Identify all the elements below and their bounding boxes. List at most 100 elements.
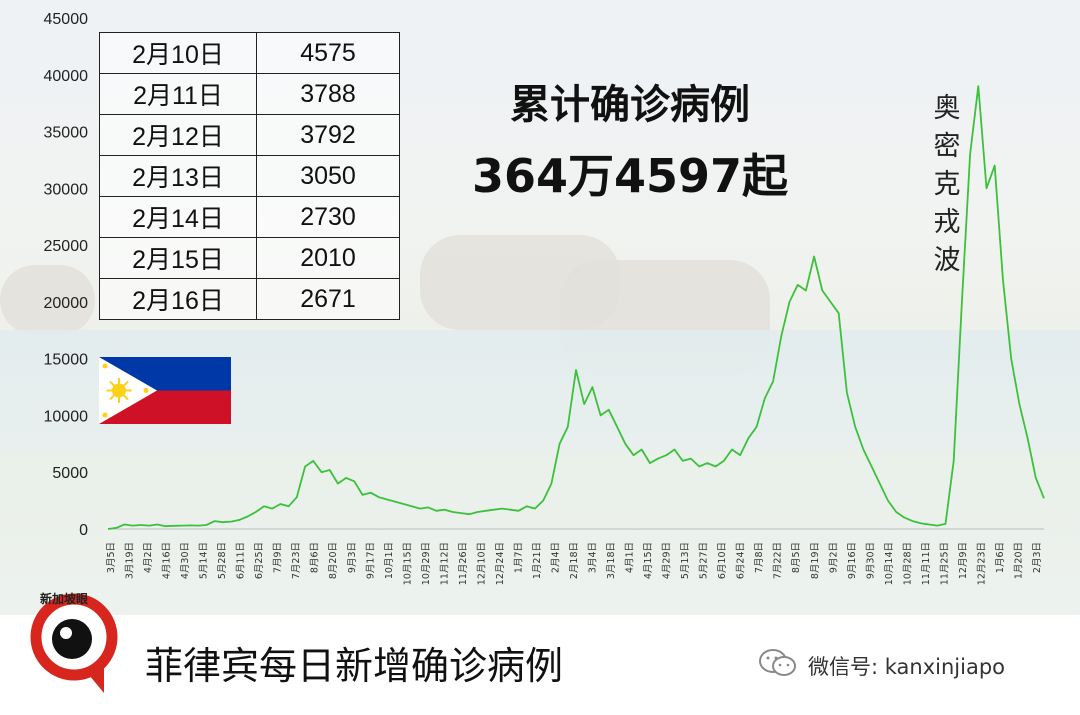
x-tick-label: 2月3日 — [1032, 542, 1043, 573]
table-date-cell: 2月11日 — [99, 73, 257, 115]
y-tick-label: 20000 — [44, 295, 89, 312]
x-tick-label: 11月25日 — [939, 542, 950, 585]
x-tick-label: 2月18日 — [569, 542, 580, 579]
table-value-cell: 4575 — [256, 32, 400, 74]
x-tick-label: 12月23日 — [976, 542, 987, 585]
x-tick-label: 12月10日 — [476, 542, 487, 585]
x-tick-label: 5月14日 — [199, 542, 210, 579]
x-tick-label: 4月16日 — [162, 542, 173, 579]
y-tick-label: 35000 — [44, 125, 89, 142]
philippines-flag-icon — [99, 357, 231, 424]
table-value-cell: 2730 — [256, 196, 400, 238]
line-chart: 0 5000 10000 15000 20000 25000 30000 35000 40000… — [44, 11, 1045, 585]
x-tick-label: 1月6日 — [995, 542, 1006, 573]
x-tick-label: 3月4日 — [588, 542, 599, 573]
y-tick-label: 15000 — [44, 352, 89, 369]
table-date-cell: 2月12日 — [99, 114, 257, 156]
x-tick-label: 10月15日 — [402, 542, 413, 585]
y-tick-label: 10000 — [44, 408, 89, 425]
x-tick-label: 11月12日 — [439, 542, 450, 585]
x-tick-label: 5月13日 — [680, 542, 691, 579]
table-date-cell: 2月15日 — [99, 237, 257, 279]
x-tick-label: 4月30日 — [180, 542, 191, 579]
x-tick-label: 4月15日 — [643, 542, 654, 579]
x-tick-label: 2月4日 — [550, 542, 561, 573]
table-row: 2月11日 3788 — [99, 73, 400, 115]
table-row: 2月14日 2730 — [99, 196, 400, 238]
table-row: 2月15日 2010 — [99, 237, 400, 279]
x-tick-label: 9月2日 — [828, 542, 839, 573]
table-row: 2月12日 3792 — [99, 114, 400, 156]
daily-cases-table: 2月10日 4575 2月11日 3788 2月12日 3792 2月13日 3050 2月14… — [99, 32, 400, 320]
table-date-cell: 2月16日 — [99, 278, 257, 320]
x-tick-label: 8月20日 — [328, 542, 339, 579]
table-value-cell: 2671 — [256, 278, 400, 320]
x-tick-label: 10月28日 — [902, 542, 913, 585]
y-tick-label: 5000 — [52, 465, 88, 482]
table-date-cell: 2月10日 — [99, 32, 257, 74]
x-tick-label: 4月1日 — [625, 542, 636, 573]
y-axis: 0 5000 10000 15000 20000 25000 30000 35000 40000… — [44, 11, 89, 539]
x-tick-label: 1月20日 — [1013, 542, 1024, 579]
cumulative-label: 累计确诊病例 — [510, 82, 750, 128]
logo-icon — [30, 593, 118, 693]
x-tick-label: 11月11日 — [921, 542, 932, 585]
background-rock — [0, 265, 95, 335]
table-date-cell: 2月13日 — [99, 155, 257, 197]
table-row: 2月10日 4575 — [99, 32, 400, 74]
x-tick-label: 11月26日 — [458, 542, 469, 585]
x-tick-label: 1月21日 — [532, 542, 543, 579]
y-tick-label: 30000 — [44, 181, 89, 198]
x-tick-label: 3月19日 — [125, 542, 136, 579]
y-tick-label: 25000 — [44, 238, 89, 255]
table-value-cell: 3788 — [256, 73, 400, 115]
table-value-cell: 3050 — [256, 155, 400, 197]
x-tick-label: 5月28日 — [217, 542, 228, 579]
x-tick-label: 10月14日 — [884, 542, 895, 585]
x-tick-label: 4月29日 — [662, 542, 673, 579]
x-tick-label: 7月9日 — [273, 542, 284, 573]
x-tick-label: 6月25日 — [254, 542, 265, 579]
omicron-wave-annotation: 奥密克戎波 — [933, 93, 961, 276]
wechat-id: 微信号: kanxinjiapo — [808, 655, 1006, 679]
x-tick-label: 3月5日 — [106, 542, 117, 573]
footer-title: 菲律宾每日新增确诊病例 — [145, 644, 564, 688]
footer-bar: 菲律宾每日新增确诊病例 微信号: kanxinjiapo — [0, 615, 1080, 715]
x-tick-label: 9月3日 — [347, 542, 358, 573]
x-tick-label: 8月19日 — [810, 542, 821, 579]
table-row: 2月16日 2671 — [99, 278, 400, 320]
y-tick-label: 40000 — [44, 68, 89, 85]
wechat-icon — [759, 649, 796, 676]
x-tick-label: 12月9日 — [958, 542, 969, 579]
table-value-cell: 2010 — [256, 237, 400, 279]
x-tick-label: 6月10日 — [717, 542, 728, 579]
x-tick-label: 7月22日 — [773, 542, 784, 579]
x-tick-label: 12月24日 — [495, 542, 506, 585]
x-tick-label: 6月11日 — [236, 542, 247, 579]
x-tick-label: 8月6日 — [310, 542, 321, 573]
x-tick-label: 5月27日 — [699, 542, 710, 579]
x-tick-label: 7月23日 — [291, 542, 302, 579]
series-layer — [107, 85, 1045, 530]
x-tick-label: 9月16日 — [847, 542, 858, 579]
x-tick-label: 6月24日 — [736, 542, 747, 579]
x-tick-label: 1月7日 — [513, 542, 524, 573]
cumulative-total: 364万4597起 — [471, 149, 789, 203]
x-tick-label: 7月8日 — [754, 542, 765, 573]
x-tick-label: 10月1日 — [384, 542, 395, 579]
table-value-cell: 3792 — [256, 114, 400, 156]
x-tick-label: 3月18日 — [606, 542, 617, 579]
x-tick-label: 9月30日 — [865, 542, 876, 579]
logo-text: 新加坡眼 — [40, 592, 89, 606]
x-tick-label: 10月29日 — [421, 542, 432, 585]
table-date-cell: 2月14日 — [99, 196, 257, 238]
x-tick-label: 4月2日 — [143, 542, 154, 573]
x-tick-label: 9月17日 — [365, 542, 376, 579]
x-tick-label: 8月5日 — [791, 542, 802, 573]
daily-cases-line — [107, 85, 1045, 530]
y-tick-label: 0 — [79, 522, 88, 539]
x-axis: 3月5日 3月19日 4月2日 4月16日 4月30日 5月14日 5月28日 6月11日 6月… — [106, 528, 1044, 585]
table-row: 2月13日 3050 — [99, 155, 400, 197]
y-tick-label: 45000 — [44, 11, 89, 28]
